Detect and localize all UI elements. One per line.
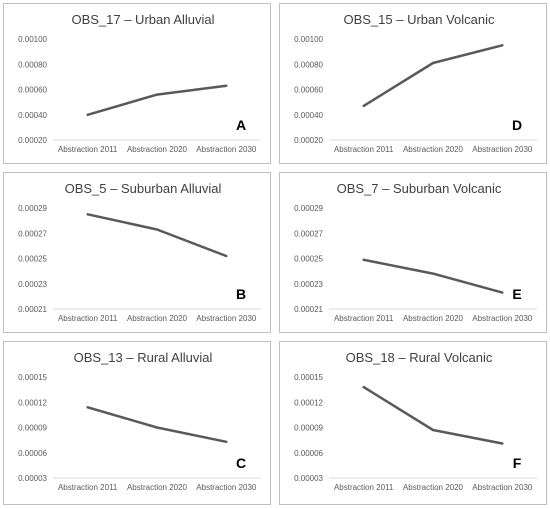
y-tick-label: 0.00027	[294, 229, 323, 238]
y-tick-label: 0.00009	[18, 424, 47, 433]
y-tick-label: 0.00021	[18, 305, 47, 314]
chart-title: OBS_18 – Rural Volcanic	[346, 350, 493, 365]
y-tick-label: 0.00020	[18, 136, 47, 145]
panel-border	[279, 341, 547, 505]
panel-label: F	[513, 455, 522, 471]
y-tick-label: 0.00100	[18, 35, 47, 44]
panel-border	[279, 3, 547, 164]
chart-title: OBS_15 – Urban Volcanic	[343, 12, 495, 27]
panel-border	[279, 172, 547, 333]
series-line	[86, 213, 228, 258]
x-tick-label: Abstraction 2020	[403, 145, 464, 154]
x-tick-label: Abstraction 2020	[127, 314, 188, 323]
x-tick-label: Abstraction 2030	[472, 314, 533, 323]
x-tick-label: Abstraction 2011	[58, 145, 118, 154]
x-tick-label: Abstraction 2030	[196, 483, 257, 492]
chart-title: OBS_7 – Suburban Volcanic	[337, 181, 502, 196]
y-tick-label: 0.00006	[18, 449, 47, 458]
chart-panel-4: OBS_7 – Suburban Volcanic 0.00021 0.00023 0…	[279, 172, 547, 333]
y-tick-label: 0.00003	[18, 474, 47, 483]
panel-label: E	[512, 286, 521, 302]
y-tick-label: 0.00080	[294, 60, 323, 69]
x-tick-label: Abstraction 2020	[403, 483, 464, 492]
chart-title: OBS_5 – Suburban Alluvial	[65, 181, 222, 196]
y-tick-label: 0.00060	[18, 86, 47, 95]
panel-border	[3, 3, 271, 164]
x-tick-label: Abstraction 2030	[196, 145, 257, 154]
y-tick-label: 0.00006	[294, 449, 323, 458]
chart-panel-6: OBS_18 – Rural Volcanic 0.00003 0.00006 0.0…	[279, 341, 547, 505]
panel-border	[3, 341, 271, 505]
y-tick-label: 0.00080	[18, 60, 47, 69]
chart-panel-1: OBS_17 – Urban Alluvial 0.00020 0.00040 0.0…	[3, 3, 271, 164]
chart-panel-3: OBS_5 – Suburban Alluvial 0.00021 0.00023 0…	[3, 172, 271, 333]
y-tick-label: 0.00015	[294, 373, 323, 382]
x-tick-label: Abstraction 2011	[334, 483, 394, 492]
y-tick-label: 0.00020	[294, 136, 323, 145]
series-line	[362, 258, 504, 294]
series-line	[362, 385, 504, 445]
x-tick-label: Abstraction 2011	[334, 314, 394, 323]
y-tick-label: 0.00029	[18, 204, 47, 213]
y-tick-label: 0.00060	[294, 86, 323, 95]
panel-label: D	[512, 117, 522, 133]
x-tick-label: Abstraction 2011	[58, 314, 118, 323]
panel-label: C	[236, 455, 246, 471]
y-tick-label: 0.00027	[18, 229, 47, 238]
chart-title: OBS_13 – Rural Alluvial	[74, 350, 213, 365]
y-tick-label: 0.00025	[294, 255, 323, 264]
x-tick-label: Abstraction 2011	[58, 483, 118, 492]
y-tick-label: 0.00012	[294, 398, 323, 407]
y-tick-label: 0.00012	[18, 398, 47, 407]
y-tick-label: 0.00040	[18, 111, 47, 120]
y-tick-label: 0.00040	[294, 111, 323, 120]
y-tick-label: 0.00023	[18, 280, 47, 289]
y-tick-label: 0.00023	[294, 280, 323, 289]
x-tick-label: Abstraction 2020	[403, 314, 464, 323]
y-tick-label: 0.00015	[18, 373, 47, 382]
chart-panel-5: OBS_13 – Rural Alluvial 0.00003 0.00006 0.0…	[3, 341, 271, 505]
y-tick-label: 0.00021	[294, 305, 323, 314]
panel-label: A	[236, 117, 246, 133]
y-tick-label: 0.00100	[294, 35, 323, 44]
series-line	[362, 44, 504, 108]
chart-title: OBS_17 – Urban Alluvial	[71, 12, 214, 27]
series-line	[86, 84, 228, 117]
x-tick-label: Abstraction 2020	[127, 145, 188, 154]
x-tick-label: Abstraction 2011	[334, 145, 394, 154]
x-tick-label: Abstraction 2020	[127, 483, 188, 492]
panel-label: B	[236, 286, 246, 302]
chart-panel-2: OBS_15 – Urban Volcanic 0.00020 0.00040 0.0…	[279, 3, 547, 164]
x-tick-label: Abstraction 2030	[472, 145, 533, 154]
y-tick-label: 0.00009	[294, 424, 323, 433]
x-tick-label: Abstraction 2030	[196, 314, 257, 323]
y-tick-label: 0.00029	[294, 204, 323, 213]
series-line	[86, 406, 228, 444]
panel-border	[3, 172, 271, 333]
y-tick-label: 0.00003	[294, 474, 323, 483]
y-tick-label: 0.00025	[18, 255, 47, 264]
x-tick-label: Abstraction 2030	[472, 483, 533, 492]
